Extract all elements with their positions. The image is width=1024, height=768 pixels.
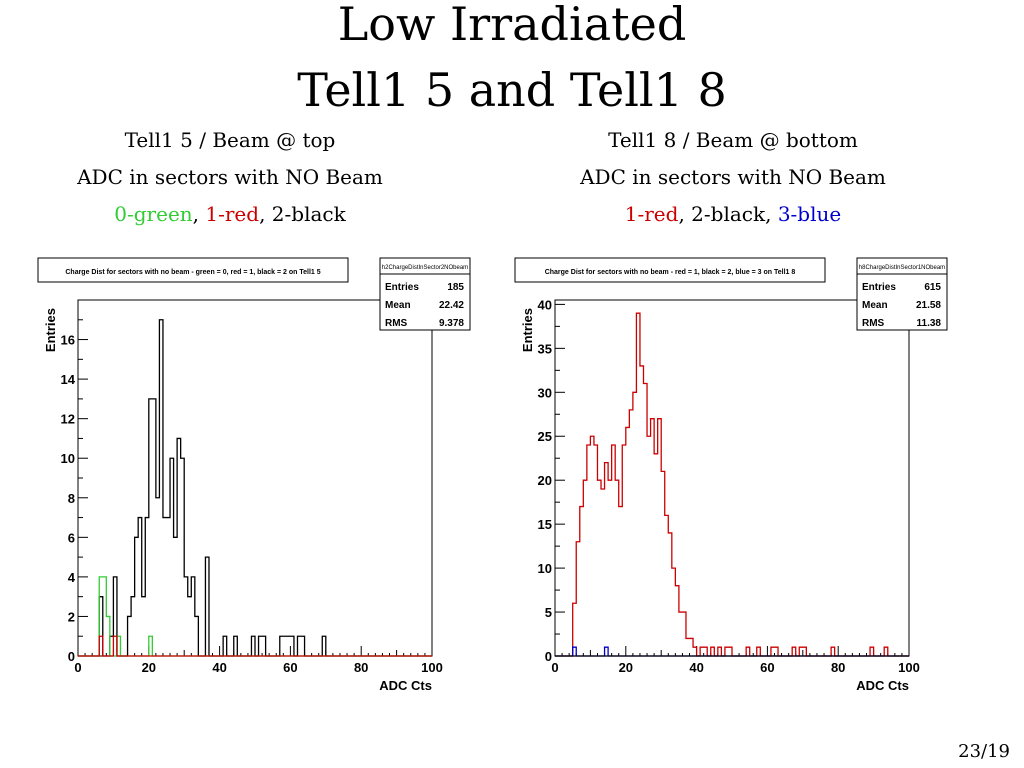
x-tick-label: 0	[74, 660, 81, 675]
stats-value: 11.38	[917, 318, 942, 329]
right-caption-line1: Tell1 8 / Beam @ bottom	[608, 128, 858, 152]
legend-red-label: 1-red	[205, 202, 260, 226]
x-tick-label: 80	[354, 660, 368, 675]
legend-sep: ,	[192, 202, 206, 226]
stats-value: 21.58	[916, 300, 941, 311]
stats-label: Mean	[385, 300, 411, 311]
y-tick-label: 14	[61, 372, 76, 387]
y-tick-label: 0	[545, 649, 552, 664]
y-tick-label: 15	[538, 517, 552, 532]
x-tick-label: 80	[831, 660, 845, 675]
stats-label: Mean	[862, 300, 888, 311]
left-caption-line2: ADC in sectors with NO Beam	[77, 165, 383, 189]
x-axis-label: ADC Cts	[856, 678, 909, 693]
y-tick-label: 40	[538, 297, 552, 312]
y-tick-label: 8	[68, 491, 75, 506]
stats-label: RMS	[862, 318, 885, 329]
left-caption-legend: 0-green, 1-red, 2-black	[10, 196, 450, 233]
x-tick-label: 40	[689, 660, 703, 675]
x-tick-label: 100	[898, 660, 920, 675]
stats-label: Entries	[862, 282, 896, 293]
y-tick-label: 0	[68, 649, 75, 664]
x-tick-label: 0	[551, 660, 558, 675]
y-axis-label: Entries	[43, 308, 58, 352]
y-tick-label: 10	[538, 561, 552, 576]
page-number: 23/19	[958, 741, 1010, 762]
y-tick-label: 20	[538, 473, 552, 488]
y-tick-label: 30	[538, 385, 552, 400]
stats-value: 9.378	[439, 318, 464, 329]
stats-value: 615	[924, 282, 941, 293]
stats-box-name: h8ChargeDistInSector1NObeam	[859, 265, 945, 271]
left-caption: Tell1 5 / Beam @ top ADC in sectors with…	[10, 122, 450, 233]
x-tick-label: 100	[421, 660, 443, 675]
legend-green-label: 0-green	[114, 202, 193, 226]
right-caption-line2: ADC in sectors with NO Beam	[580, 165, 886, 189]
stats-label: Entries	[385, 282, 419, 293]
x-tick-label: 60	[283, 660, 297, 675]
legend-black-label: , 2-black,	[678, 202, 778, 226]
y-tick-label: 2	[68, 609, 75, 624]
histogram-right: Charge Dist for sectors with no beam - r…	[514, 257, 948, 693]
y-tick-label: 16	[61, 333, 75, 348]
histogram-title: Charge Dist for sectors with no beam - g…	[65, 269, 320, 276]
y-axis-label: Entries	[520, 308, 535, 352]
right-caption-legend: 1-red, 2-black, 3-blue	[513, 196, 953, 233]
histogram-series-line	[78, 635, 432, 657]
x-tick-label: 20	[142, 660, 156, 675]
slide-title-line1: Low Irradiated	[337, 0, 687, 51]
y-tick-label: 5	[545, 605, 552, 620]
x-tick-label: 60	[760, 660, 774, 675]
y-tick-label: 6	[68, 530, 75, 545]
left-caption-line1: Tell1 5 / Beam @ top	[124, 128, 336, 152]
slide-title-line2: Tell1 5 and Tell1 8	[297, 63, 727, 117]
y-tick-label: 12	[61, 412, 75, 427]
y-tick-label: 10	[61, 451, 75, 466]
stats-box-name: h2ChargeDistInSector2NObeam	[382, 265, 468, 271]
histogram-title: Charge Dist for sectors with no beam - r…	[545, 269, 796, 276]
legend-black-label: , 2-black	[259, 202, 346, 226]
stats-box	[856, 257, 948, 331]
plot-frame	[77, 299, 433, 657]
histogram-title-box	[37, 257, 349, 283]
x-axis-label: ADC Cts	[379, 678, 432, 693]
plot-frame	[554, 299, 910, 657]
stats-value: 22.42	[439, 300, 464, 311]
stats-label: RMS	[385, 318, 408, 329]
legend-blue-label: 3-blue	[777, 202, 842, 226]
stats-value: 185	[447, 282, 464, 293]
y-tick-label: 35	[538, 341, 552, 356]
stats-box	[379, 257, 471, 331]
y-tick-label: 4	[68, 570, 76, 585]
right-caption: Tell1 8 / Beam @ bottom ADC in sectors w…	[513, 122, 953, 233]
histogram-left: Charge Dist for sectors with no beam - g…	[37, 257, 471, 693]
x-tick-label: 40	[212, 660, 226, 675]
x-tick-label: 20	[619, 660, 633, 675]
y-tick-label: 25	[538, 429, 552, 444]
histogram-title-box	[514, 257, 826, 283]
legend-red-label: 1-red	[624, 202, 679, 226]
